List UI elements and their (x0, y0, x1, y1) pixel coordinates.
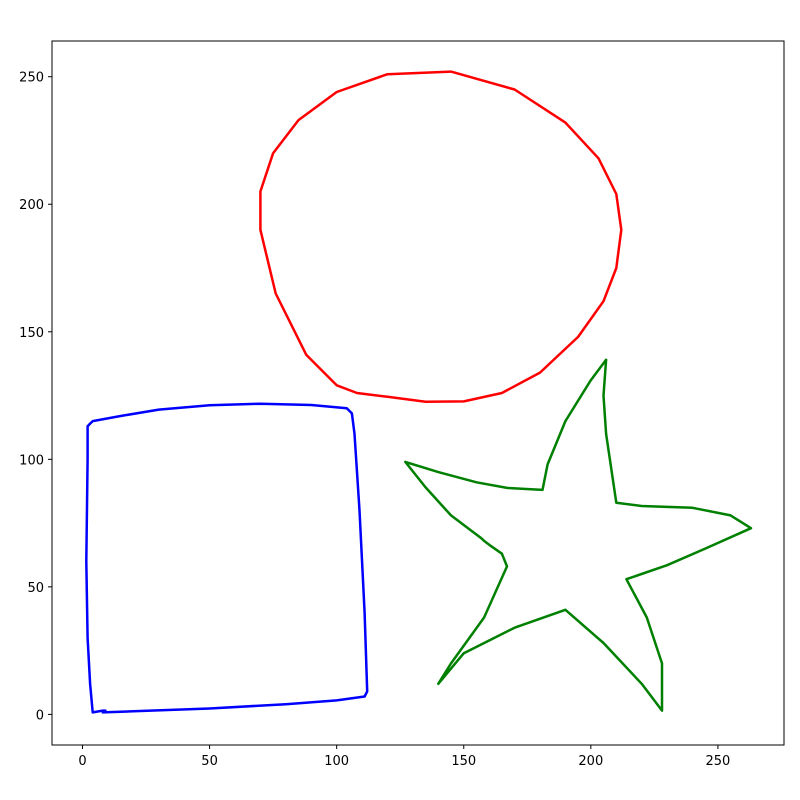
y-tick-label: 0 (36, 708, 44, 723)
x-tick-label: 50 (201, 754, 218, 769)
y-tick-label: 50 (27, 581, 44, 596)
x-tick-label: 100 (324, 754, 349, 769)
y-tick-label: 250 (19, 71, 44, 86)
y-tick-label: 150 (19, 326, 44, 341)
series-line-1 (259, 70, 623, 403)
series-layer (85, 70, 753, 714)
x-axis: 0 50 100 150 200 250 (78, 745, 730, 769)
x-tick-label: 250 (706, 754, 731, 769)
y-tick-label: 100 (19, 453, 44, 468)
series-line-0 (85, 402, 369, 714)
x-tick-label: 150 (451, 754, 476, 769)
series-line-2 (404, 358, 753, 712)
y-tick-label: 200 (19, 198, 44, 213)
axes-frame (51, 40, 785, 746)
x-tick-label: 200 (578, 754, 603, 769)
y-axis: 0 50 100 150 200 250 (19, 71, 52, 723)
x-tick-label: 0 (78, 754, 86, 769)
